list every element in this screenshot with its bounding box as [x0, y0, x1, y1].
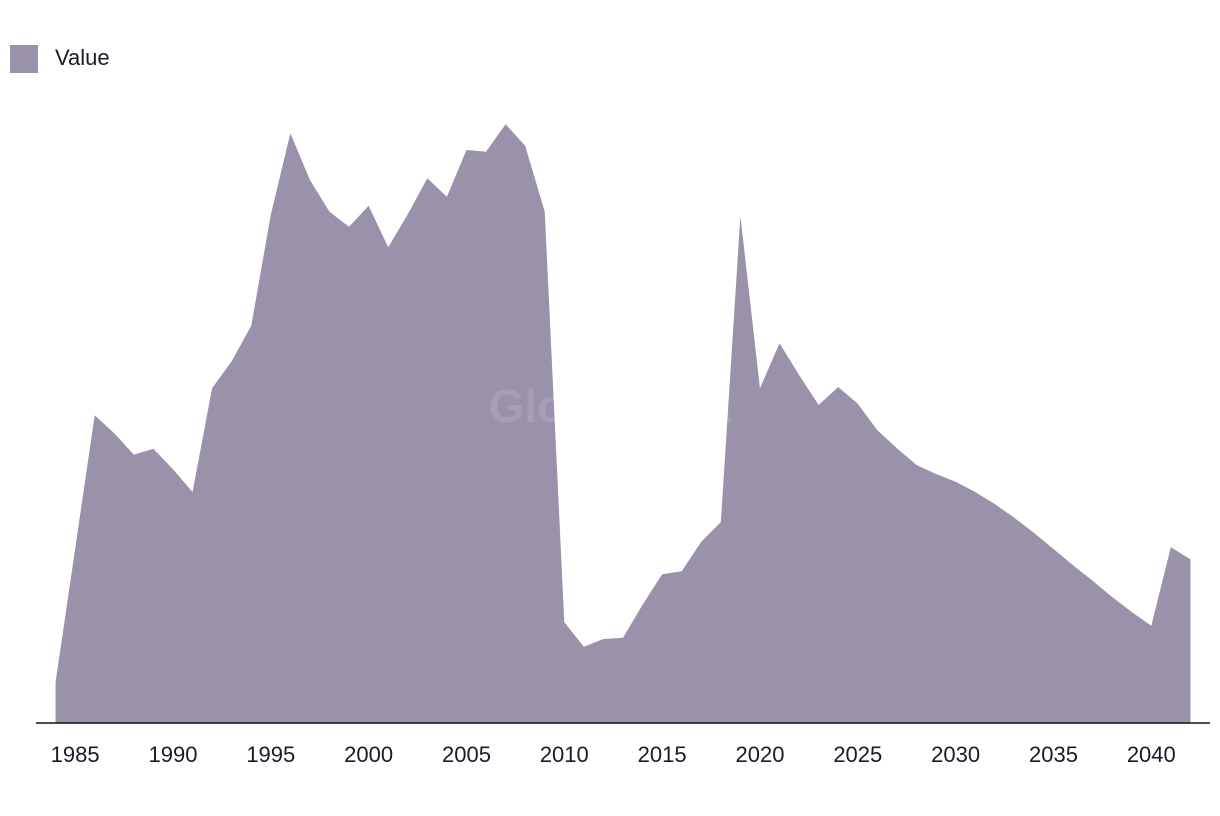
x-tick-label: 1995 [246, 742, 295, 767]
x-tick-label: 2020 [735, 742, 784, 767]
legend-label: Value [55, 45, 110, 70]
x-tick-label: 2035 [1029, 742, 1078, 767]
x-tick-label: 2015 [638, 742, 687, 767]
x-tick-label: 2010 [540, 742, 589, 767]
x-tick-label: 2005 [442, 742, 491, 767]
x-tick-label: 1990 [148, 742, 197, 767]
x-tick-label: 2040 [1127, 742, 1176, 767]
x-tick-label: 2000 [344, 742, 393, 767]
x-tick-label: 2025 [833, 742, 882, 767]
x-tick-label: 1985 [51, 742, 100, 767]
area [55, 124, 1191, 723]
x-tick-label: 2030 [931, 742, 980, 767]
watermark: GlobalData [489, 380, 732, 432]
legend-swatch [10, 45, 38, 73]
